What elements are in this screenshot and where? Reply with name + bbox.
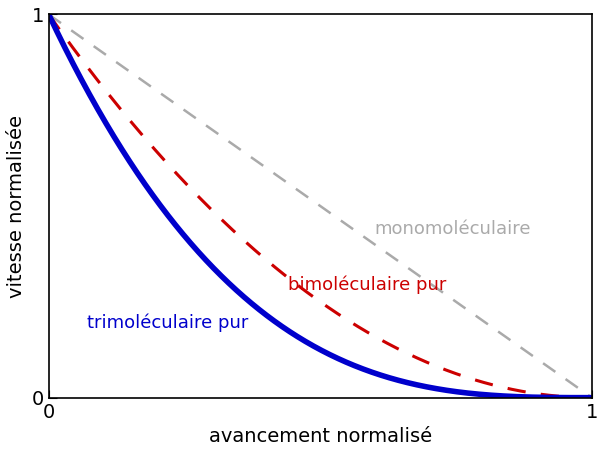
Text: bimoléculaire pur: bimoléculaire pur (288, 275, 446, 294)
Y-axis label: vitesse normalisée: vitesse normalisée (7, 115, 26, 298)
X-axis label: avancement normalisé: avancement normalisé (209, 427, 432, 446)
Text: monomoléculaire: monomoléculaire (374, 220, 531, 238)
Text: trimoléculaire pur: trimoléculaire pur (87, 313, 248, 332)
